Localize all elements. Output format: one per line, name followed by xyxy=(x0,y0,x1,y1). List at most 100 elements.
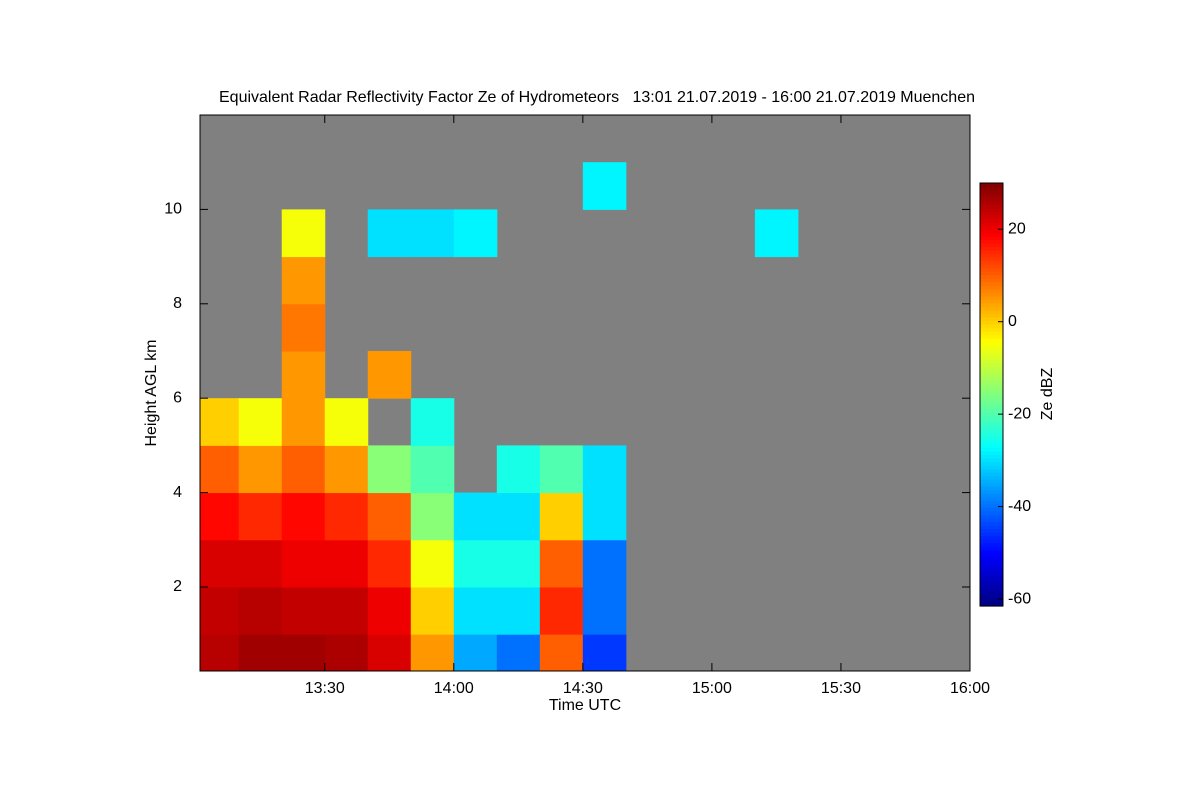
heatmap-cell xyxy=(410,445,455,494)
colorbar-swatch xyxy=(980,517,1003,522)
colorbar-swatch xyxy=(980,285,1003,290)
colorbar-swatch xyxy=(980,249,1003,255)
colorbar-swatch xyxy=(980,433,1003,438)
cells xyxy=(200,162,799,671)
colorbar-swatch xyxy=(980,535,1003,540)
colorbar-tick-label: -40 xyxy=(1008,498,1031,515)
heatmap-cell xyxy=(367,586,412,635)
colorbar-swatch xyxy=(980,405,1003,410)
heatmap-cell xyxy=(410,634,455,671)
heatmap-cell xyxy=(539,492,584,541)
heatmap-cell xyxy=(496,445,541,494)
heatmap-cell xyxy=(281,350,326,399)
heatmap-cell xyxy=(324,445,369,494)
colorbar-swatch xyxy=(980,204,1003,209)
heatmap-cell xyxy=(539,634,584,671)
colorbar-swatch xyxy=(980,436,1003,441)
x-tick-label: 14:00 xyxy=(434,680,474,697)
colorbar-swatch xyxy=(980,369,1003,374)
colorbar-swatch xyxy=(980,190,1003,195)
heatmap-cell xyxy=(367,350,412,399)
colorbar-swatch xyxy=(980,454,1003,459)
heatmap-cell xyxy=(582,634,627,671)
colorbar-swatch xyxy=(980,398,1003,403)
heatmap-cell xyxy=(281,398,326,446)
colorbar-swatch xyxy=(980,348,1003,353)
heatmap-cell xyxy=(238,398,283,446)
colorbar-swatch xyxy=(980,264,1003,269)
colorbar-swatch xyxy=(980,394,1003,399)
colorbar-swatch xyxy=(980,380,1003,385)
colorbar-swatch xyxy=(980,489,1003,494)
heatmap-cell xyxy=(496,539,541,588)
heatmap-cell xyxy=(496,492,541,541)
colorbar-swatch xyxy=(980,211,1003,216)
colorbar-swatch xyxy=(980,465,1003,470)
y-axis-label: Height AGL km xyxy=(143,339,160,446)
colorbar-swatch xyxy=(980,281,1003,286)
heatmap-cell xyxy=(582,539,627,588)
colorbar-swatch xyxy=(980,242,1003,248)
heatmap-cell xyxy=(453,634,498,671)
heatmap-cell xyxy=(281,256,326,305)
colorbar-swatch xyxy=(980,468,1003,473)
heatmap-cell xyxy=(410,209,455,258)
colorbar-swatch xyxy=(980,429,1003,434)
colorbar-swatch xyxy=(980,591,1003,597)
colorbar-swatch xyxy=(980,197,1003,202)
colorbar-swatch xyxy=(980,542,1003,547)
colorbar-swatch xyxy=(980,524,1003,530)
heatmap-cell xyxy=(281,539,326,588)
heatmap-cell xyxy=(367,539,412,588)
heatmap-cell xyxy=(238,586,283,635)
heatmap-cell xyxy=(238,445,283,494)
colorbar-swatch xyxy=(980,288,1003,293)
colorbar-swatch xyxy=(980,225,1003,230)
colorbar-swatch xyxy=(980,415,1003,420)
colorbar-swatch xyxy=(980,528,1003,533)
colorbar-swatch xyxy=(980,207,1003,212)
colorbar-swatch xyxy=(980,271,1003,276)
y-tick-label: 4 xyxy=(173,484,182,501)
colorbar-swatch xyxy=(980,577,1003,582)
colorbar-swatch xyxy=(980,309,1003,315)
chart-title: Equivalent Radar Reflectivity Factor Ze … xyxy=(219,89,975,106)
heatmap-cell xyxy=(582,586,627,635)
colorbar-swatch xyxy=(980,602,1003,607)
colorbar-swatch xyxy=(980,475,1003,480)
colorbar-swatch xyxy=(980,373,1003,378)
colorbar-swatch xyxy=(980,246,1003,251)
x-tick-label: 13:30 xyxy=(305,680,345,697)
heatmap-cell xyxy=(453,586,498,635)
colorbar-tick-label: 20 xyxy=(1008,220,1026,237)
heatmap-cell xyxy=(367,209,412,258)
colorbar-swatch xyxy=(980,503,1003,508)
colorbar-swatch xyxy=(980,496,1003,501)
colorbar-tick-label: -20 xyxy=(1008,405,1031,422)
heatmap-cell xyxy=(324,634,369,671)
colorbar-swatch xyxy=(980,556,1003,561)
colorbar-swatch xyxy=(980,401,1003,406)
colorbar-swatch xyxy=(980,390,1003,396)
colorbar-swatch xyxy=(980,539,1003,544)
colorbar-swatch xyxy=(980,235,1003,240)
colorbar-swatch xyxy=(980,588,1003,593)
colorbar-swatch xyxy=(980,510,1003,515)
colorbar-swatch xyxy=(980,366,1003,371)
heatmap-cell xyxy=(324,492,369,541)
colorbar-swatch xyxy=(980,257,1003,262)
colorbar-swatch xyxy=(980,239,1003,244)
colorbar-swatch xyxy=(980,299,1003,304)
colorbar-swatch xyxy=(980,352,1003,357)
heatmap-cell xyxy=(281,209,326,258)
colorbar-swatch xyxy=(980,461,1003,466)
heatmap-cell xyxy=(200,539,240,588)
colorbar-swatch xyxy=(980,320,1003,325)
colorbar-swatch xyxy=(980,267,1003,272)
heatmap-cell xyxy=(367,492,412,541)
colorbar-swatch xyxy=(980,200,1003,205)
colorbar-swatch xyxy=(980,232,1003,237)
heatmap-cell xyxy=(453,539,498,588)
colorbar-swatch xyxy=(980,292,1003,297)
